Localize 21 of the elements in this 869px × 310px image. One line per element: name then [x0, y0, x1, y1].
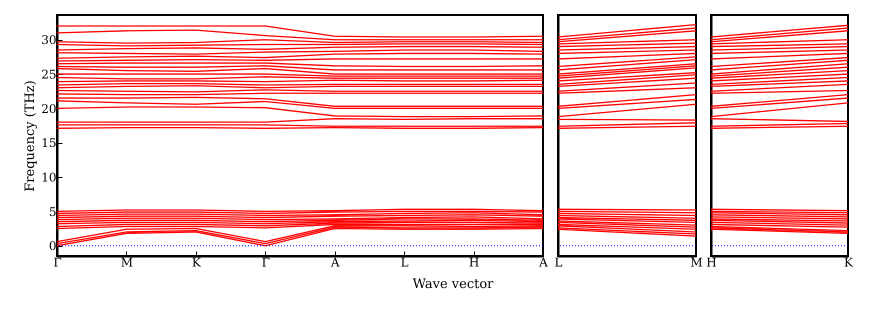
x-tick-label: Γ — [53, 256, 62, 270]
y-axis-title: Frequency (THz) — [23, 80, 38, 192]
y-tick-label: 10 — [41, 170, 56, 185]
x-tick-label: L — [554, 256, 563, 270]
x-tick-label: Γ — [262, 256, 270, 270]
x-tick-label: K — [844, 256, 854, 270]
x-tick-label: A — [538, 256, 548, 270]
y-tick-label: 5 — [48, 204, 56, 219]
x-tick-label: H — [468, 256, 480, 270]
y-tick-label: 30 — [41, 33, 56, 48]
x-tick-label: H — [706, 256, 717, 270]
y-tick-label: 0 — [48, 239, 56, 254]
x-axis-title: Wave vector — [412, 277, 494, 292]
x-tick-label: K — [192, 256, 202, 270]
x-tick-label: M — [690, 256, 703, 270]
x-tick-label: M — [120, 256, 134, 270]
x-tick-label: A — [330, 256, 340, 270]
y-tick-label: 20 — [41, 102, 56, 116]
y-tick-label: 25 — [41, 68, 56, 82]
y-tick-label: 15 — [41, 136, 56, 150]
x-tick-label: L — [400, 256, 409, 270]
